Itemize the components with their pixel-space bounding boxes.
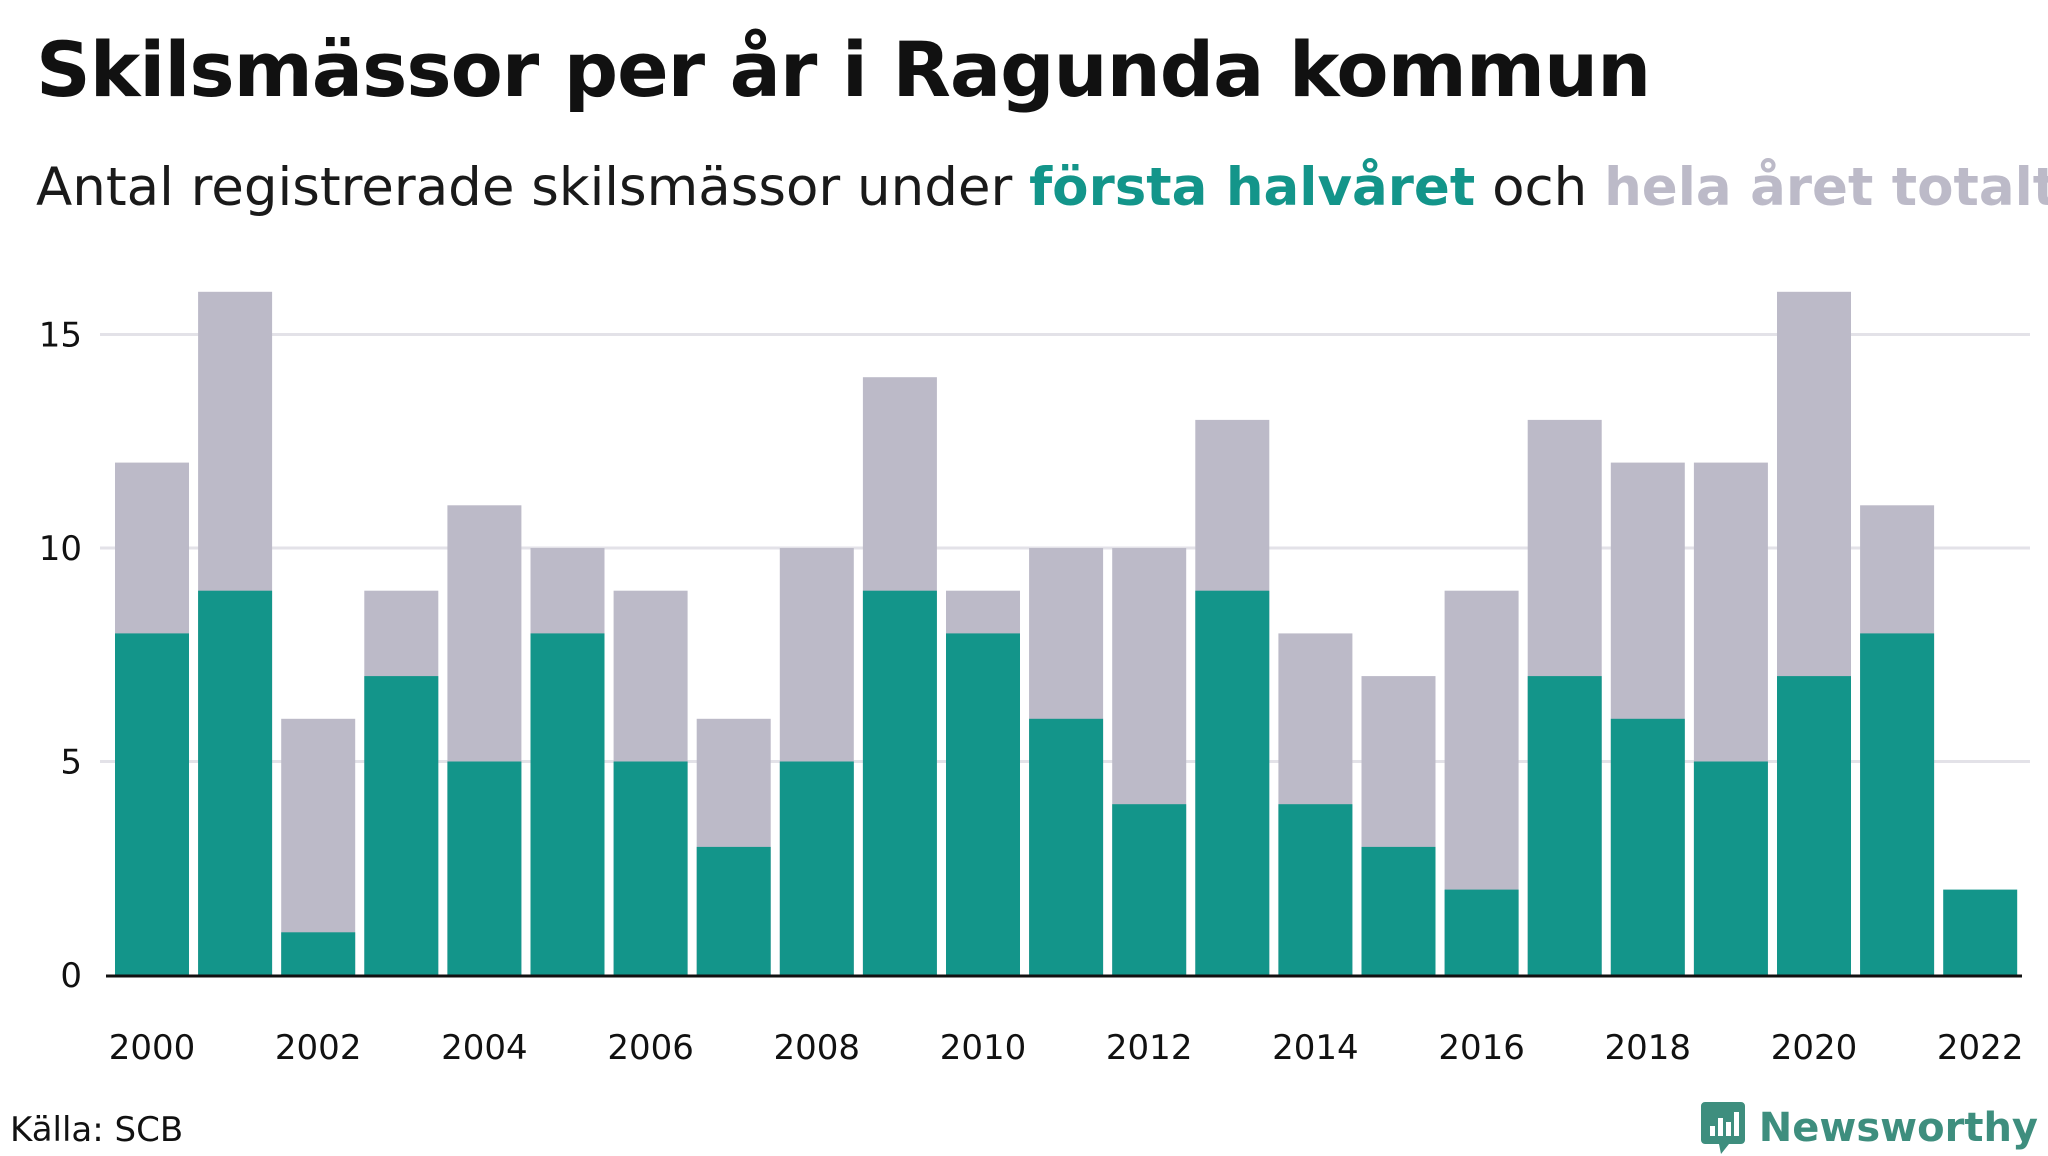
bar-first-half-2005 bbox=[530, 633, 605, 975]
x-tick-label-2018: 2018 bbox=[1605, 1028, 1692, 1068]
legend-full-year: hela året totalt bbox=[1604, 157, 2048, 218]
bar-first-half-2010 bbox=[946, 633, 1020, 975]
x-tick-label-2012: 2012 bbox=[1106, 1028, 1193, 1068]
brand-name: Newsworthy bbox=[1758, 1105, 2038, 1151]
bar-first-half-2008 bbox=[779, 761, 854, 975]
x-tick-label-2004: 2004 bbox=[441, 1028, 528, 1068]
chart-subtitle: Antal registrerade skilsmässor under för… bbox=[36, 150, 2048, 226]
bar-first-half-2000 bbox=[115, 633, 189, 975]
bar-first-half-2011 bbox=[1029, 718, 1104, 975]
bar-first-half-2018 bbox=[1610, 718, 1685, 975]
bar-first-half-2019 bbox=[1693, 761, 1768, 975]
legend-first-half: första halvåret bbox=[1029, 157, 1476, 218]
subtitle-middle: och bbox=[1475, 157, 1605, 218]
bar-first-half-2007 bbox=[696, 846, 771, 975]
bar-first-half-2003 bbox=[364, 676, 439, 975]
brand-logo: Newsworthy bbox=[1699, 1100, 2038, 1156]
bar-first-half-2021 bbox=[1860, 633, 1935, 975]
bar-first-half-2020 bbox=[1777, 676, 1851, 975]
x-tick-label-2016: 2016 bbox=[1438, 1028, 1525, 1068]
y-tick-label-5: 5 bbox=[60, 743, 82, 783]
bar-first-half-2017 bbox=[1527, 676, 1602, 975]
bar-first-half-2015 bbox=[1361, 846, 1436, 975]
x-tick-label-2002: 2002 bbox=[275, 1028, 362, 1068]
bar-first-half-2006 bbox=[613, 761, 688, 975]
y-tick-label-15: 15 bbox=[39, 316, 82, 356]
bar-first-half-2002 bbox=[281, 932, 356, 975]
bar-first-half-2012 bbox=[1112, 804, 1187, 975]
x-tick-label-2022: 2022 bbox=[1937, 1028, 2024, 1068]
x-tick-label-2020: 2020 bbox=[1771, 1028, 1858, 1068]
bar-first-half-2022 bbox=[1943, 889, 2018, 975]
newsworthy-icon bbox=[1700, 1102, 1745, 1154]
bar-first-half-2009 bbox=[862, 590, 937, 975]
y-axis-ticks: 0 5 10 15 bbox=[39, 316, 82, 997]
source-note: Källa: SCB bbox=[10, 1110, 184, 1150]
x-axis-ticks: 2000 2002 2004 2006 2008 2010 2012 2014 2016 2018… bbox=[109, 1028, 2024, 1068]
bar-first-half-2013 bbox=[1195, 590, 1270, 975]
y-tick-label-10: 10 bbox=[39, 529, 82, 569]
bar-first-half-2001 bbox=[198, 590, 273, 975]
x-tick-label-2006: 2006 bbox=[607, 1028, 694, 1068]
subtitle-prefix: Antal registrerade skilsmässor under bbox=[36, 157, 1030, 218]
x-tick-label-2010: 2010 bbox=[940, 1028, 1027, 1068]
y-tick-label-0: 0 bbox=[60, 956, 82, 996]
x-tick-label-2000: 2000 bbox=[109, 1028, 196, 1068]
bar-first-half-2016 bbox=[1444, 889, 1519, 975]
bar-first-half-2014 bbox=[1278, 804, 1353, 975]
x-tick-label-2014: 2014 bbox=[1272, 1028, 1359, 1068]
bars bbox=[106, 291, 2022, 978]
chart-title: Skilsmässor per år i Ragunda kommun bbox=[36, 25, 1651, 114]
x-tick-label-2008: 2008 bbox=[774, 1028, 861, 1068]
bar-first-half-2004 bbox=[447, 761, 522, 975]
